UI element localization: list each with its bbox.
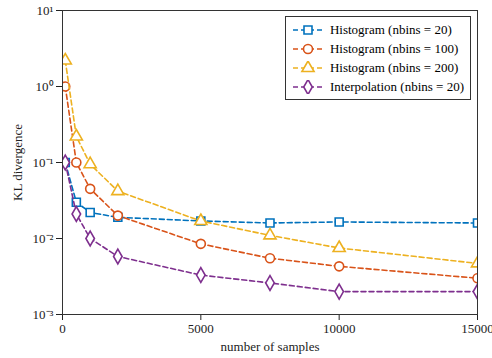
svg-text:10⁻²: 10⁻²	[33, 231, 54, 246]
html-text:Histogram (nbins = 200): Histogram (nbins = 200)	[329, 59, 459, 75]
html-text:Interpolation (nbins = 20): Interpolation (nbins = 20)	[329, 78, 464, 94]
svg-text:10⁻¹: 10⁻¹	[33, 155, 54, 170]
svg-text:15000: 15000	[461, 321, 492, 336]
svg-text:5000: 5000	[188, 321, 214, 336]
svg-text:10⁰: 10⁰	[36, 79, 54, 94]
svg-text:10¹: 10¹	[37, 3, 54, 18]
html-text:Histogram (nbins = 100): Histogram (nbins = 100)	[329, 40, 459, 56]
html-text:Histogram (nbins = 20): Histogram (nbins = 20)	[329, 21, 452, 37]
svg-text:10⁻³: 10⁻³	[33, 307, 54, 322]
svg-text:KL divergence: KL divergence	[10, 124, 25, 201]
svg-text:0: 0	[59, 321, 66, 336]
svg-text:number of samples: number of samples	[221, 339, 320, 354]
svg-text:10000: 10000	[323, 321, 356, 336]
